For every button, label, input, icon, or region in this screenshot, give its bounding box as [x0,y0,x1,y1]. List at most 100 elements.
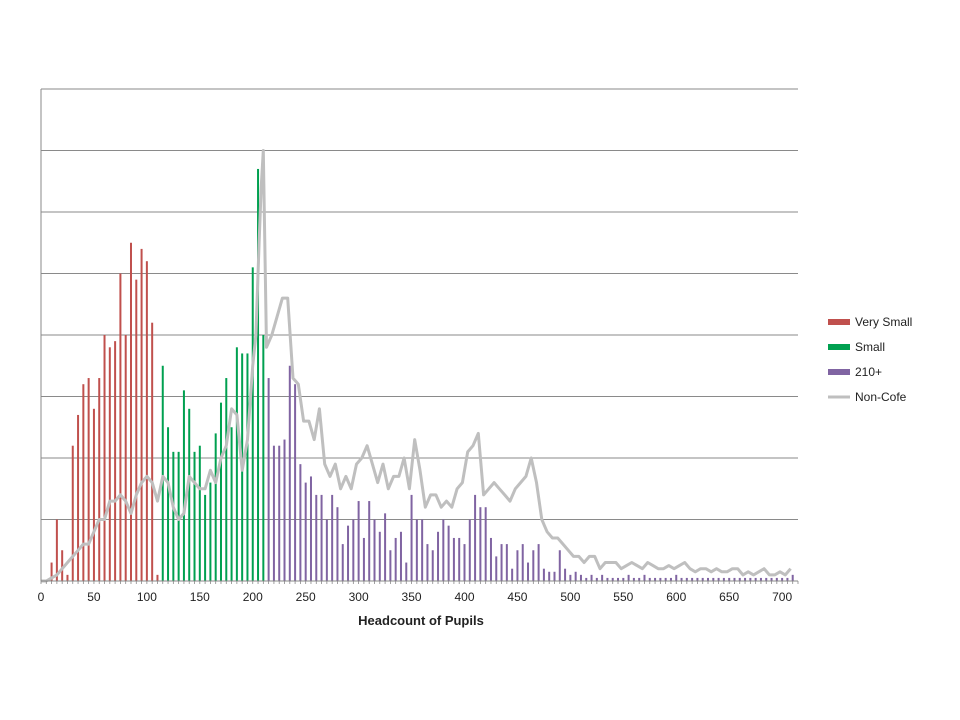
legend-label: Non-Cofe [855,390,907,404]
legend-label: Very Small [855,315,912,329]
bar-210- [537,544,540,581]
bar-very-small [119,273,122,581]
bar-210- [437,531,440,581]
bar-very-small [114,341,117,581]
bar-small [246,353,249,581]
bar-small [230,427,233,581]
bar-210- [728,577,731,581]
bar-210- [362,537,365,581]
bar-very-small [98,378,101,581]
bar-210- [601,574,604,581]
bar-210- [320,494,323,581]
bar-210- [331,494,334,581]
bar-210- [511,568,514,581]
bar-very-small [87,378,90,581]
bar-small [193,451,196,581]
x-tick-label: 700 [772,590,792,604]
bar-small [198,445,201,581]
bar-very-small [145,261,148,581]
bar-small [209,482,212,581]
x-tick-label: 400 [454,590,474,604]
bar-210- [294,384,297,581]
bar-210- [770,577,773,581]
bar-210- [368,501,371,581]
bar-210- [744,577,747,581]
bar-very-small [156,574,159,581]
bar-very-small [92,408,95,581]
x-tick-label: 200 [243,590,263,604]
bar-210- [378,531,381,581]
bar-210- [495,556,498,581]
bar-210- [548,571,551,581]
bar-210- [347,525,350,581]
bar-210- [553,571,556,581]
x-tick-label: 650 [719,590,739,604]
bar-210- [352,519,355,581]
bar-210- [569,574,572,581]
bar-210- [426,544,429,581]
x-tick-label: 250 [296,590,316,604]
bar-210- [410,494,413,581]
bar-210- [442,519,445,581]
x-tick-label: 600 [666,590,686,604]
bar-210- [564,568,567,581]
bar-very-small [140,248,143,581]
bar-210- [384,513,387,581]
bar-210- [643,574,646,581]
bar-210- [267,378,270,581]
bar-210- [738,577,741,581]
legend-label: Small [855,340,885,354]
bar-210- [484,507,487,581]
bar-210- [579,574,582,581]
bar-210- [389,550,392,581]
bar-210- [669,577,672,581]
bar-210- [452,537,455,581]
bar-210- [664,577,667,581]
bar-210- [527,562,530,581]
bar-210- [775,577,778,581]
bar-210- [542,568,545,581]
bar-210- [696,577,699,581]
bar-210- [474,494,477,581]
bar-210- [611,577,614,581]
bar-210- [786,577,789,581]
bar-210- [415,519,418,581]
bar-210- [315,494,318,581]
x-tick-label: 550 [613,590,633,604]
legend-label: 210+ [855,365,882,379]
bar-210- [717,577,720,581]
x-tick-label: 0 [38,590,45,604]
bar-very-small [135,279,138,581]
bar-210- [701,577,704,581]
bar-marks [50,168,794,581]
bar-210- [675,574,678,581]
bar-210- [712,577,715,581]
bar-very-small [66,574,69,581]
bar-210- [516,550,519,581]
bar-210- [622,577,625,581]
x-tick-label: 300 [349,590,369,604]
bar-very-small [82,384,85,581]
x-tick-label: 450 [507,590,527,604]
bar-210- [325,519,328,581]
bar-210- [405,562,408,581]
legend-swatch [828,319,850,325]
bar-very-small [129,242,132,581]
bar-210- [791,574,794,581]
bar-210- [288,365,291,581]
bar-210- [595,577,598,581]
bar-210- [341,544,344,581]
bar-210- [707,577,710,581]
bar-210- [722,577,725,581]
bar-210- [272,445,275,581]
bar-very-small [108,347,111,581]
bar-210- [500,544,503,581]
bar-very-small [103,335,106,581]
bar-210- [357,501,360,581]
bar-very-small [77,414,80,581]
bar-small [167,427,170,581]
x-tick-labels: 0 50 100 150 200 250 300 350 400 450 500 550 600 650 7… [38,590,793,604]
bar-210- [691,577,694,581]
axes [40,89,799,584]
bar-210- [505,544,508,581]
